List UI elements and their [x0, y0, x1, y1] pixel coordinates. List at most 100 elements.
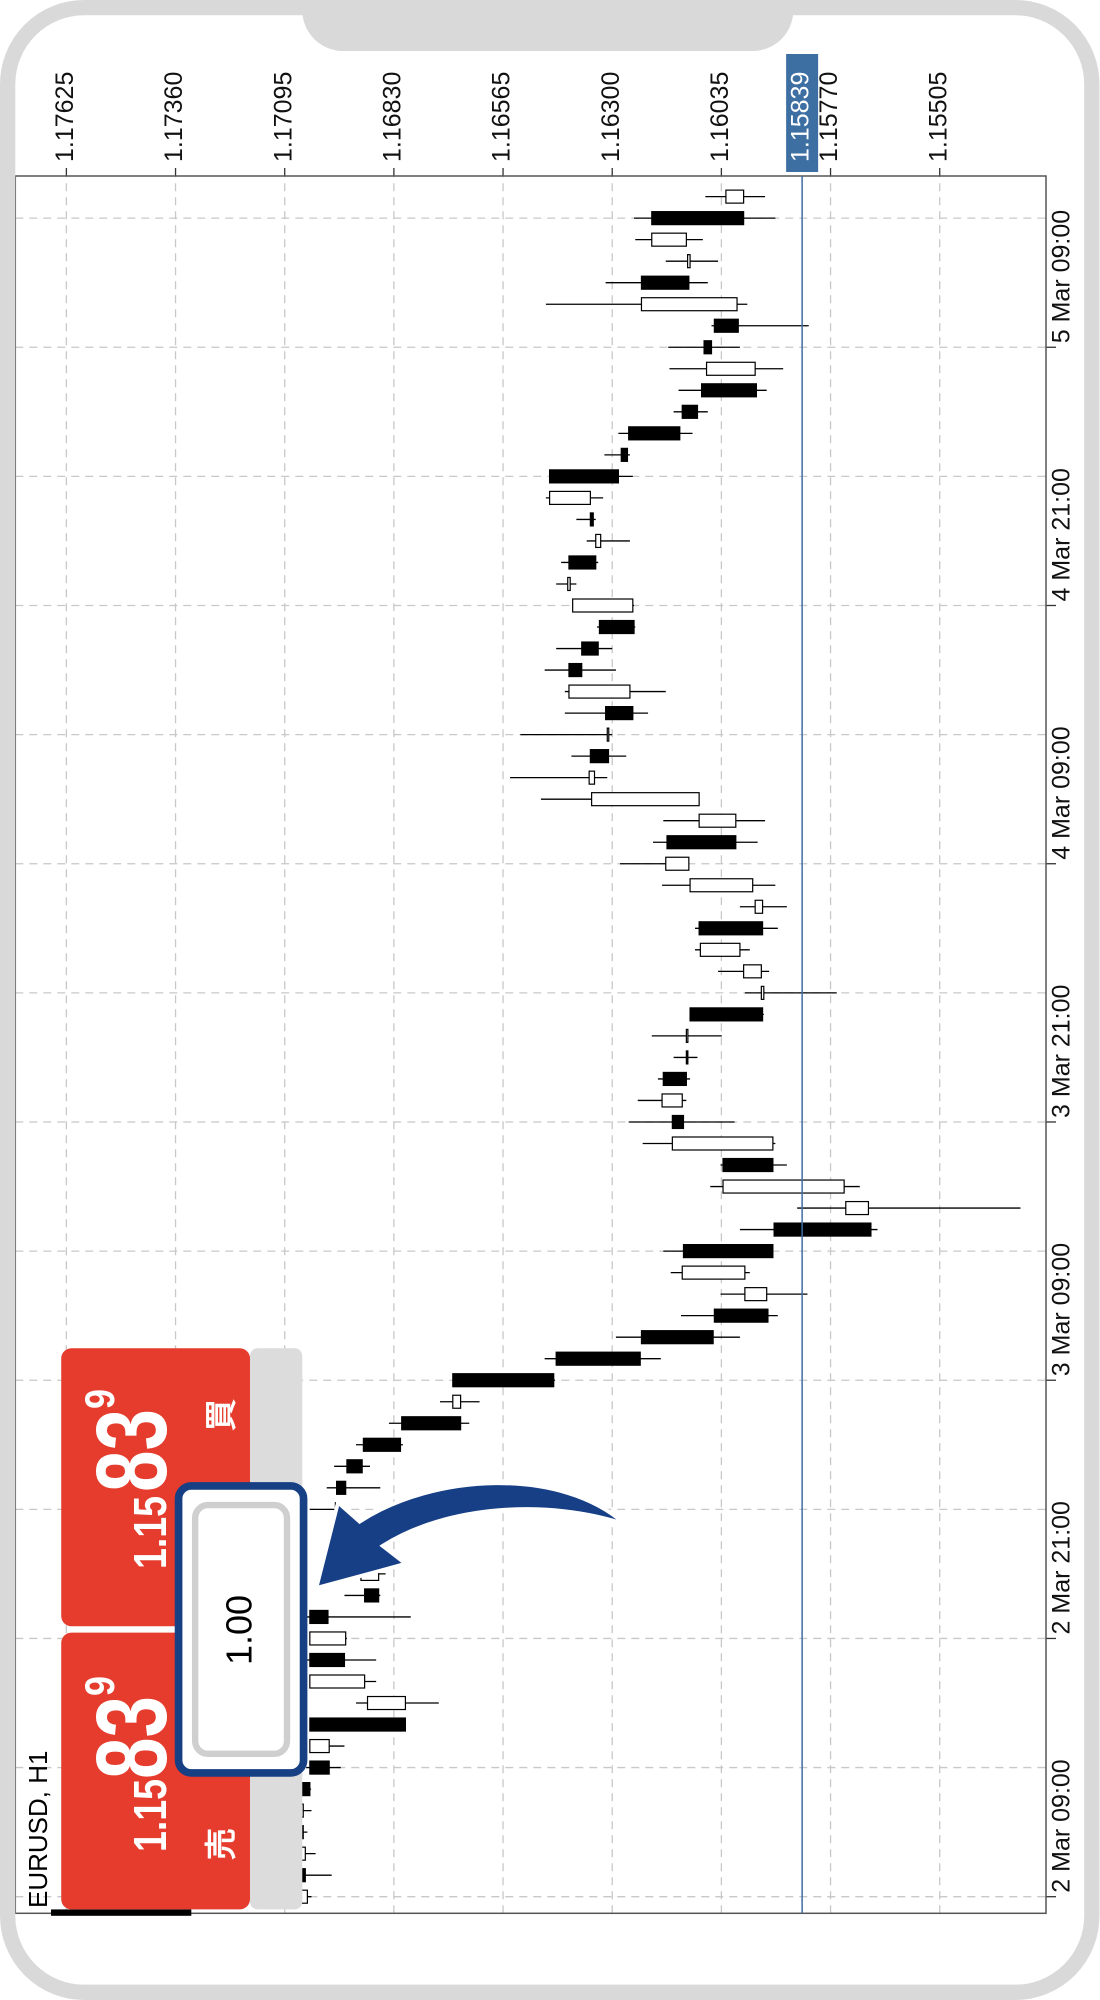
price-tag — [786, 54, 819, 172]
candle-body — [336, 1480, 347, 1495]
buy-price-tail: 9 — [76, 1389, 123, 1409]
chart: 1.17625 1.17360 1.17095 1.16830 1.16565 1.163… — [14, 54, 1076, 1915]
sell-label: 売 — [203, 1828, 239, 1860]
candle-body — [698, 813, 737, 828]
candle-body — [666, 835, 737, 850]
candle-body — [651, 211, 745, 226]
notch — [302, 0, 794, 52]
candle-body — [698, 921, 764, 936]
y-tick-label: 1.15505 — [924, 72, 952, 162]
candle-body — [548, 490, 591, 506]
candle-body — [685, 1028, 689, 1044]
candle-body — [588, 770, 596, 785]
candle-body — [687, 254, 691, 269]
candle-body — [640, 1330, 714, 1345]
candle-body — [640, 297, 738, 312]
sell-price-big: 83 — [76, 1696, 188, 1779]
y-tick-label: 1.17095 — [269, 72, 297, 162]
candle-body — [689, 878, 754, 893]
x-tick-label: 3 Mar 21:00 — [1048, 985, 1076, 1118]
candle-body — [364, 1588, 380, 1603]
x-tick-label: 2 Mar 09:00 — [1048, 1759, 1076, 1892]
y-tick-label: 1.17360 — [160, 72, 188, 162]
x-tick-label: 4 Mar 09:00 — [1048, 726, 1076, 859]
candle-body — [589, 512, 594, 527]
candle-body — [703, 340, 713, 355]
candle-body — [309, 1717, 407, 1732]
candle-body — [567, 576, 571, 592]
candle-body — [744, 1287, 768, 1302]
y-tick-label: 1.16830 — [378, 72, 406, 162]
buy-price-head: 1.15 — [124, 1496, 176, 1569]
y-tick-label: 1.16035 — [706, 72, 734, 162]
candle-body — [346, 1459, 363, 1474]
candle-body — [725, 189, 745, 204]
buy-label: 買 — [203, 1399, 239, 1431]
candle-body — [671, 1136, 774, 1151]
candle-body — [605, 705, 634, 721]
x-tick-label: 5 Mar 09:00 — [1048, 210, 1076, 343]
candle-body — [662, 1071, 687, 1087]
candle-body — [309, 1760, 330, 1775]
candle-body — [548, 469, 619, 484]
candle-body — [760, 985, 765, 1000]
candle-body — [722, 1179, 845, 1194]
candle-body — [713, 1308, 769, 1323]
candle-body — [568, 684, 631, 699]
bottom-bar — [51, 1909, 192, 1916]
candle-body — [309, 1631, 347, 1646]
candle-body — [309, 1652, 346, 1668]
buy-price-big: 83 — [76, 1409, 188, 1492]
candle-body — [591, 792, 700, 807]
candle-body — [651, 232, 687, 247]
candle-body — [568, 662, 583, 678]
x-tick-label: 3 Mar 09:00 — [1048, 1243, 1076, 1376]
candle-body — [713, 318, 739, 333]
price-tag-label: 1.15839 — [787, 72, 815, 162]
y-tick-label: 1.17625 — [51, 72, 79, 162]
candle-body — [701, 383, 757, 398]
candle-body — [705, 361, 756, 376]
candle-body — [681, 1265, 746, 1280]
candle-body — [689, 1007, 764, 1022]
panel-text: EURUSD, H1 1.15 83 9 売 1.15 83 9 買 1.00 — [23, 1389, 260, 1908]
candle-body — [595, 533, 602, 549]
candle-body — [362, 1437, 402, 1452]
candle-body — [699, 942, 741, 957]
candle-body — [555, 1351, 641, 1366]
x-tick-label: 2 Mar 21:00 — [1048, 1501, 1076, 1634]
candle-body — [640, 275, 690, 290]
symbol-label: EURUSD, H1 — [23, 1751, 53, 1908]
candle-body — [309, 1674, 366, 1689]
candle-body — [754, 899, 764, 914]
candle-body — [682, 1243, 774, 1259]
candle-body — [665, 856, 690, 871]
candle-body — [568, 555, 597, 570]
candle-body — [743, 964, 762, 979]
candle-body — [598, 619, 635, 635]
lot-field[interactable] — [191, 1501, 291, 1758]
lot-value[interactable]: 1.00 — [219, 1595, 260, 1665]
candle-body — [309, 1609, 329, 1625]
candle-body — [452, 1394, 462, 1409]
candle-body — [671, 1114, 685, 1130]
candle-body — [581, 641, 599, 656]
candle-body — [773, 1222, 872, 1237]
sell-price-head: 1.15 — [124, 1779, 176, 1852]
candle-body — [685, 1050, 689, 1065]
candle-body — [681, 404, 699, 419]
y-tick-label: 1.16300 — [597, 72, 625, 162]
candle-body — [661, 1093, 683, 1108]
candle-body — [300, 1782, 311, 1797]
candle-body — [722, 1157, 774, 1173]
candle-body — [628, 426, 681, 441]
candle-body — [620, 447, 629, 462]
candle-body — [309, 1738, 330, 1754]
candle-body — [606, 727, 610, 742]
x-tick-label: 4 Mar 21:00 — [1048, 468, 1076, 601]
candle-body — [452, 1373, 555, 1388]
candle-body — [366, 1695, 407, 1711]
y-tick-label: 1.15770 — [815, 72, 843, 162]
